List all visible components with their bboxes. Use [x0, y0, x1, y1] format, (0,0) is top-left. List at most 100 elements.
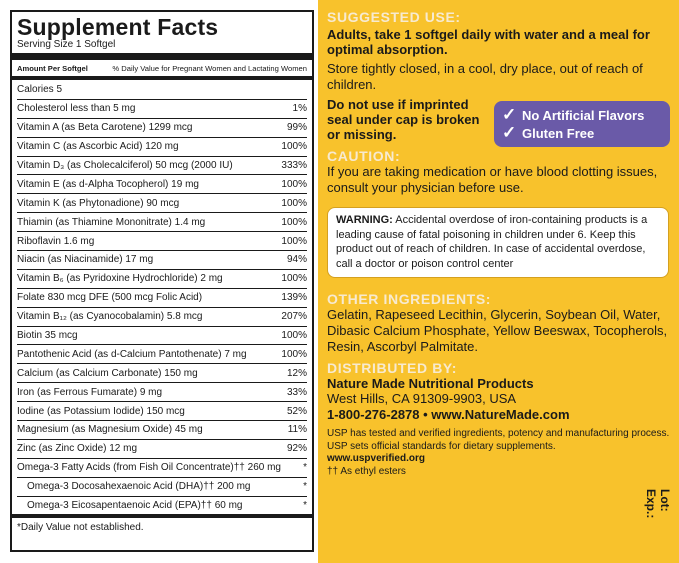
caution-text: If you are taking medication or have blo… — [327, 164, 658, 195]
nutrient-name: Vitamin A (as Beta Carotene) — [17, 122, 146, 134]
facts-row: Omega-3 Docosahexaenoic Acid (DHA)†† 200… — [17, 476, 307, 496]
nutrient-amount: 90 mcg — [146, 197, 180, 209]
badge-label: No Artificial Flavors — [522, 107, 645, 123]
nutrient-amount: 45 mg — [174, 424, 203, 436]
facts-row: Vitamin B₆ (as Pyridoxine Hydrochloride)… — [17, 268, 307, 288]
nutrient-name: Folate — [17, 292, 45, 304]
distributor-contact: 1-800-276-2878 • www.NatureMade.com — [327, 407, 570, 422]
nutrient-amount: 2 mg — [200, 273, 223, 285]
nutrient-name: Omega-3 Docosahexaenoic Acid (DHA)†† — [27, 481, 215, 493]
info-panel: SUGGESTED USE: Adults, take 1 softgel da… — [318, 0, 679, 563]
nutrient-amount: 1.6 mg — [63, 235, 95, 247]
facts-row: Iodine (as Potassium Iodide) 150 mcg 52% — [17, 401, 307, 420]
nutrient-label: Riboflavin 1.6 mg — [17, 236, 94, 247]
nutrient-amount: 1299 mcg — [148, 122, 193, 134]
nutrient-name: Vitamin B₆ (as Pyridoxine Hydrochloride) — [17, 273, 198, 285]
nutrient-amount: 35 mcg — [44, 330, 78, 342]
nutrient-label: Vitamin B₁₂ (as Cyanocobalamin) 5.8 mcg — [17, 311, 203, 322]
nutrient-label: Thiamin (as Thiamine Mononitrate) 1.4 mg — [17, 217, 205, 228]
nutrient-amount: 150 mg — [164, 367, 198, 379]
nutrient-name: Cholesterol — [17, 103, 68, 115]
facts-row: Vitamin B₁₂ (as Cyanocobalamin) 5.8 mcg 2… — [17, 306, 307, 326]
distributed-by-heading: DISTRIBUTED BY: — [327, 360, 458, 376]
badge-label: Gluten Free — [522, 125, 595, 141]
facts-row: Riboflavin 1.6 mg 100% — [17, 231, 307, 250]
check-icon: ✓ — [502, 123, 517, 142]
facts-footnote: *Daily Value not established. — [17, 522, 144, 534]
nutrient-name: Vitamin K (as Phytonadione) — [17, 197, 144, 209]
daily-value: 100% — [281, 178, 307, 190]
facts-divider-bottom — [12, 514, 312, 519]
nutrient-name: Iron (as Ferrous Fumarate) — [17, 386, 138, 398]
facts-divider-thick — [12, 53, 312, 60]
distributor-address: West Hills, CA 91309-9903, USA — [327, 391, 517, 406]
nutrient-amount: 5 — [56, 83, 63, 95]
facts-row: Cholesterol less than 5 mg 1% — [17, 98, 307, 118]
exp-label: Exp.: — [644, 489, 658, 519]
daily-value: 1% — [292, 103, 307, 115]
nutrient-label: Calcium (as Calcium Carbonate) 150 mg — [17, 368, 198, 379]
nutrient-name: Thiamin (as Thiamine Mononitrate) — [17, 216, 172, 228]
nutrient-amount: 150 mcg — [146, 405, 185, 417]
daily-value: 139% — [281, 292, 307, 304]
facts-row: Vitamin E (as d-Alpha Tocopherol) 19 mg 1… — [17, 174, 307, 193]
other-ingredients-text: Gelatin, Rapeseed Lecithin, Glycerin, So… — [327, 307, 668, 354]
facts-row: Vitamin A (as Beta Carotene) 1299 mcg 99% — [17, 117, 307, 137]
nutrient-amount: 120 mg — [145, 141, 179, 153]
facts-row: Omega-3 Fatty Acids (from Fish Oil Conce… — [17, 457, 307, 477]
facts-row: Calories 5 — [17, 80, 307, 99]
facts-row: Zinc (as Zinc Oxide) 12 mg 92% — [17, 438, 307, 458]
daily-value: 100% — [281, 216, 307, 228]
facts-row: Magnesium (as Magnesium Oxide) 45 mg 11% — [17, 420, 307, 439]
nutrient-label: Biotin 35 mcg — [17, 330, 78, 341]
nutrient-label: Zinc (as Zinc Oxide) 12 mg — [17, 443, 137, 454]
facts-row: Omega-3 Eicosapentaenoic Acid (EPA)†† 60… — [17, 495, 307, 515]
facts-title: Supplement Facts — [17, 14, 219, 40]
nutrient-name: Vitamin B₁₂ (as Cyanocobalamin) — [17, 311, 165, 323]
ethyl-ester-note: †† As ethyl esters — [327, 465, 406, 477]
daily-value: 100% — [281, 330, 307, 342]
nutrient-amount: less than 5 mg — [70, 103, 136, 115]
lot-exp-area: Lot: Exp.: — [644, 487, 674, 547]
nutrient-label: Magnesium (as Magnesium Oxide) 45 mg — [17, 424, 203, 435]
daily-value: * — [303, 462, 307, 474]
seal-warning: Do not use if imprinted seal under cap i… — [327, 97, 480, 142]
nutrient-label: Vitamin A (as Beta Carotene) 1299 mcg — [17, 122, 192, 133]
facts-divider-medium — [12, 76, 312, 80]
nutrient-amount: 7 mg — [224, 348, 247, 360]
serving-size: Serving Size 1 Softgel — [17, 39, 116, 50]
nutrient-label: Cholesterol less than 5 mg — [17, 103, 135, 114]
nutrient-name: Omega-3 Eicosapentaenoic Acid (EPA)†† — [27, 500, 212, 512]
nutrient-label: Calories 5 — [17, 84, 62, 95]
warning-label: WARNING: — [336, 214, 393, 226]
nutrient-amount: 50 mcg (2000 IU) — [155, 160, 233, 171]
warning-text: Accidental overdose of iron-containing p… — [336, 214, 648, 270]
nutrient-label: Omega-3 Fatty Acids (from Fish Oil Conce… — [17, 462, 281, 473]
daily-value: 100% — [281, 235, 307, 247]
daily-value: * — [303, 481, 307, 493]
nutrient-name: Omega-3 Fatty Acids (from Fish Oil Conce… — [17, 462, 245, 474]
nutrient-amount: 5.8 mcg — [166, 311, 203, 323]
nutrient-amount: 60 mg — [214, 500, 243, 512]
storage-text: Store tightly closed, in a cool, dry pla… — [327, 61, 643, 92]
nutrient-name: Calcium (as Calcium Carbonate) — [17, 367, 162, 379]
daily-value: 333% — [281, 160, 307, 171]
amount-header: Amount Per Softgel — [17, 64, 88, 73]
nutrient-label: Folate 830 mcg DFE (500 mcg Folic Acid) — [17, 292, 202, 303]
nutrient-name: Calories — [17, 83, 54, 95]
nutrient-name: Biotin — [17, 330, 43, 342]
nutrient-label: Iodine (as Potassium Iodide) 150 mcg — [17, 406, 185, 417]
nutrient-name: Zinc (as Zinc Oxide) — [17, 443, 107, 455]
daily-value: 94% — [286, 254, 307, 266]
daily-value: * — [303, 500, 307, 512]
daily-value: 99% — [286, 122, 307, 134]
nutrient-amount: 260 mg — [247, 462, 281, 474]
nutrient-label: Niacin (as Niacinamide) 17 mg — [17, 254, 153, 265]
nutrient-label: Vitamin C (as Ascorbic Acid) 120 mg — [17, 141, 179, 152]
facts-row: Vitamin D₃ (as Cholecalciferol) 50 mcg (… — [17, 155, 307, 175]
nutrient-label: Vitamin B₆ (as Pyridoxine Hydrochloride)… — [17, 273, 223, 284]
facts-column-header: Amount Per Softgel % Daily Value for Pre… — [17, 60, 307, 76]
iron-warning-box: WARNING: Accidental overdose of iron-con… — [327, 207, 669, 278]
nutrient-amount: 12 mg — [109, 443, 138, 455]
nutrient-amount: 17 mg — [125, 254, 154, 266]
